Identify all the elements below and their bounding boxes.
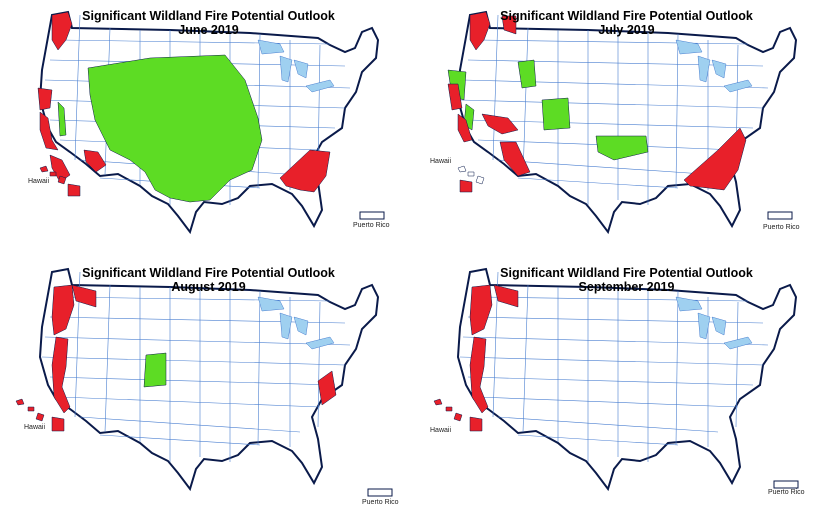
below-normal-areas	[143, 352, 167, 388]
great-lakes	[257, 296, 335, 350]
hawaii	[39, 165, 81, 197]
below-normal-areas	[57, 54, 263, 203]
panel-august: Significant Wildland Fire Potential Outl…	[0, 257, 417, 514]
great-lakes	[675, 296, 753, 350]
great-lakes	[257, 39, 335, 93]
map-title: Significant Wildland Fire Potential Outl…	[500, 266, 753, 280]
map-period: August 2019	[171, 280, 246, 294]
map-june	[37, 11, 385, 233]
map-period: July 2019	[598, 23, 655, 37]
puerto-rico-label: Puerto Rico	[353, 222, 390, 229]
map-august	[15, 268, 393, 497]
above-normal-areas	[469, 284, 519, 414]
map-period: June 2019	[178, 23, 239, 37]
map-period: September 2019	[578, 280, 675, 294]
map-september	[433, 268, 799, 490]
above-normal-areas	[447, 11, 747, 191]
puerto-rico-label: Puerto Rico	[362, 499, 399, 506]
map-title: Significant Wildland Fire Potential Outl…	[82, 266, 335, 280]
below-normal-areas	[447, 59, 649, 161]
great-lakes	[675, 39, 753, 93]
panel-july: Significant Wildland Fire Potential Outl…	[418, 0, 835, 257]
hawaii	[457, 165, 485, 193]
hawaii-label: Hawaii	[24, 424, 46, 431]
above-normal-areas	[51, 284, 337, 414]
map-title: Significant Wildland Fire Potential Outl…	[500, 9, 753, 23]
map-july	[447, 11, 797, 233]
puerto-rico	[359, 211, 385, 220]
above-normal-areas	[37, 11, 331, 193]
puerto-rico-label: Puerto Rico	[768, 489, 805, 496]
puerto-rico-label: Puerto Rico	[763, 224, 800, 231]
hawaii-label: Hawaii	[28, 178, 50, 185]
hawaii	[433, 398, 483, 432]
hawaii-label: Hawaii	[430, 158, 452, 165]
hawaii-label: Hawaii	[430, 427, 452, 434]
hawaii	[15, 398, 65, 432]
panel-september: Significant Wildland Fire Potential Outl…	[418, 257, 835, 514]
puerto-rico	[767, 211, 793, 220]
panel-june: Significant Wildland Fire Potential Outl…	[0, 0, 417, 257]
map-title: Significant Wildland Fire Potential Outl…	[82, 9, 335, 23]
puerto-rico	[773, 480, 799, 489]
county-lines	[459, 271, 769, 462]
puerto-rico	[367, 488, 393, 497]
county-lines	[41, 271, 351, 462]
